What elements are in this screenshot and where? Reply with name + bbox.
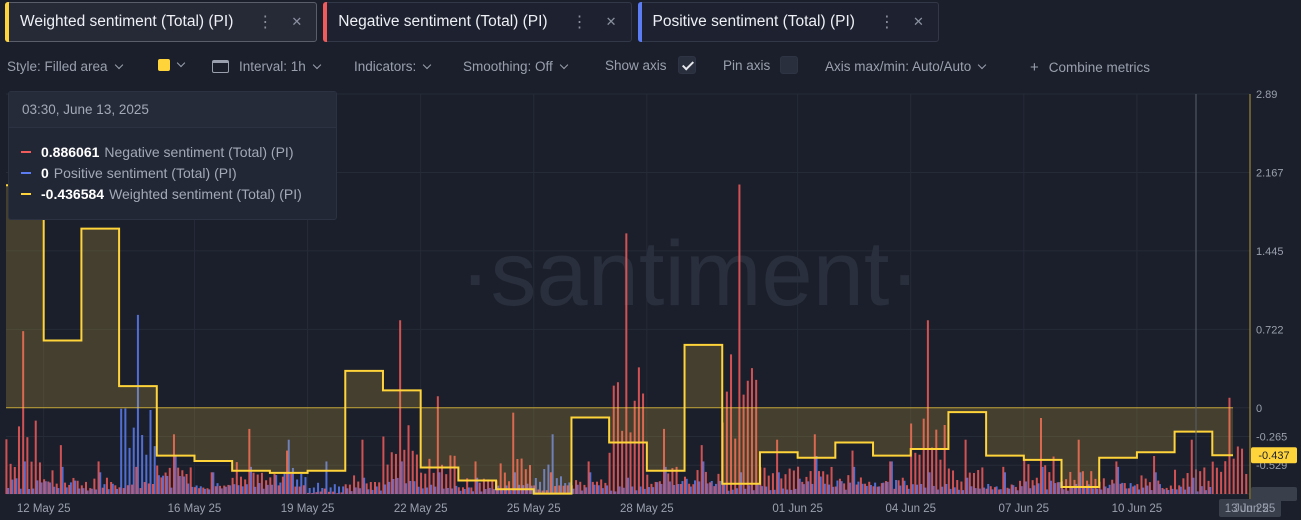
x-tick-label: 25 May 25 — [507, 503, 561, 515]
tooltip-value: 0.886061 — [41, 144, 100, 160]
tab-color-bar — [5, 2, 9, 42]
tooltip-label: Positive sentiment (Total) (PI) — [53, 165, 237, 181]
y-tick-label: -0.265 — [1256, 432, 1287, 444]
metric-tabs: Weighted sentiment (Total) (PI) ⋮ ✕ Nega… — [0, 0, 939, 44]
combine-metrics-label: Combine metrics — [1048, 60, 1151, 75]
chevron-down-icon — [176, 58, 186, 68]
chevron-down-icon — [559, 60, 569, 69]
tab-positive-sentiment[interactable]: Positive sentiment (Total) (PI) ⋮ ✕ — [637, 2, 939, 42]
bar-series-negative — [5, 184, 1248, 494]
tab-label: Negative sentiment (Total) (PI) — [338, 13, 548, 30]
x-tick-label: 04 Jun 25 — [885, 503, 936, 515]
tooltip-date: 03:30, June 13, 2025 — [9, 92, 336, 128]
pin-axis-checkbox[interactable] — [780, 56, 799, 74]
chevron-down-icon — [423, 60, 432, 69]
close-icon[interactable]: ✕ — [605, 14, 617, 29]
indicators-label: Indicators: — [354, 59, 417, 74]
tab-negative-sentiment[interactable]: Negative sentiment (Total) (PI) ⋮ ✕ — [323, 2, 632, 42]
axis-maxmin-label: Axis max/min: Auto/Auto — [825, 59, 972, 74]
x-tick-label: 10 Jun 25 — [1112, 503, 1163, 515]
y-tick-label: 2.167 — [1256, 168, 1284, 180]
tab-label: Positive sentiment (Total) (PI) — [652, 13, 855, 30]
smoothing-label: Smoothing: Off — [463, 59, 553, 74]
chevron-down-icon — [312, 60, 322, 69]
interval-label: Interval: 1h — [239, 59, 306, 74]
more-options-icon[interactable]: ⋮ — [257, 14, 274, 31]
color-swatch-icon — [158, 59, 170, 71]
y-tick-label: 1.445 — [1256, 246, 1284, 258]
tooltip-value: -0.436584 — [41, 186, 105, 202]
tooltip-row-weighted: -0.436584 Weighted sentiment (Total) (PI… — [21, 186, 302, 202]
tab-weighted-sentiment[interactable]: Weighted sentiment (Total) (PI) ⋮ ✕ — [5, 2, 318, 42]
show-axis-toggle[interactable]: Show axis — [605, 56, 696, 74]
chevron-down-icon — [978, 60, 987, 69]
tooltip-value: 0 — [41, 165, 49, 181]
calendar-icon — [212, 60, 229, 73]
smoothing-dropdown[interactable]: Smoothing: Off — [463, 59, 569, 74]
style-label: Style: Filled area — [7, 59, 108, 74]
tab-color-bar — [637, 2, 642, 42]
weighted-sentiment-line — [6, 184, 1234, 495]
plus-icon: + — [1030, 59, 1039, 76]
show-axis-label: Show axis — [605, 57, 667, 73]
color-picker[interactable] — [158, 58, 186, 71]
tooltip-label: Negative sentiment (Total) (PI) — [104, 144, 294, 160]
tooltip-row-negative: 0.886061 Negative sentiment (Total) (PI) — [21, 144, 293, 160]
x-tick-label-partial: Jun 25 — [1234, 503, 1269, 515]
x-tick-highlight — [1219, 499, 1281, 517]
tooltip-row-positive: 0 Positive sentiment (Total) (PI) — [21, 165, 237, 181]
y-tick-label: 2.89 — [1256, 89, 1277, 101]
close-icon[interactable]: ✕ — [912, 14, 924, 29]
watermark-text: ·santiment· — [460, 223, 920, 325]
show-axis-checkbox[interactable] — [677, 56, 696, 74]
close-icon[interactable]: ✕ — [291, 14, 303, 29]
x-tick-label: 07 Jun 25 — [999, 503, 1050, 515]
axis-maxmin-dropdown[interactable]: Axis max/min: Auto/Auto — [825, 59, 987, 74]
y-tick-label: 0.722 — [1256, 324, 1284, 336]
x-tick-label: 22 May 25 — [394, 503, 448, 515]
x-tick-label: 19 May 25 — [281, 503, 335, 515]
x-tick-label: 12 May 25 — [17, 503, 71, 515]
tooltip-label: Weighted sentiment (Total) (PI) — [109, 186, 302, 202]
weighted-area-fill — [6, 185, 1234, 494]
x-tick-label: 01 Jun 25 — [772, 503, 823, 515]
x-tick-label: 16 May 25 — [168, 503, 222, 515]
min-value-badge — [1251, 487, 1297, 501]
chart-tooltip: 03:30, June 13, 2025 0.886061 Negative s… — [8, 91, 337, 220]
more-options-icon[interactable]: ⋮ — [878, 14, 895, 31]
more-options-icon[interactable]: ⋮ — [571, 14, 588, 31]
tab-label: Weighted sentiment (Total) (PI) — [20, 13, 234, 30]
style-dropdown[interactable]: Style: Filled area — [7, 59, 123, 74]
combine-metrics-button[interactable]: + Combine metrics — [1030, 59, 1150, 76]
legend-line-icon — [21, 172, 31, 174]
indicators-dropdown[interactable]: Indicators: — [354, 59, 432, 74]
interval-dropdown[interactable]: Interval: 1h — [212, 59, 322, 74]
chart-toolbar: Style: Filled area Interval: 1h Indicato… — [0, 55, 1301, 79]
legend-line-icon — [21, 151, 31, 153]
x-tick-label: 28 May 25 — [620, 503, 674, 515]
y-tick-label: 0 — [1256, 403, 1262, 415]
pin-axis-toggle[interactable]: Pin axis — [723, 56, 799, 74]
pin-axis-label: Pin axis — [723, 57, 771, 73]
legend-line-icon — [21, 193, 31, 195]
current-value-badge — [1251, 447, 1297, 464]
current-value-label: -0.437 — [1258, 450, 1289, 462]
tab-color-bar — [323, 2, 328, 42]
chevron-down-icon — [114, 60, 123, 69]
x-tick-label: 13 Jun 25 — [1225, 503, 1276, 515]
